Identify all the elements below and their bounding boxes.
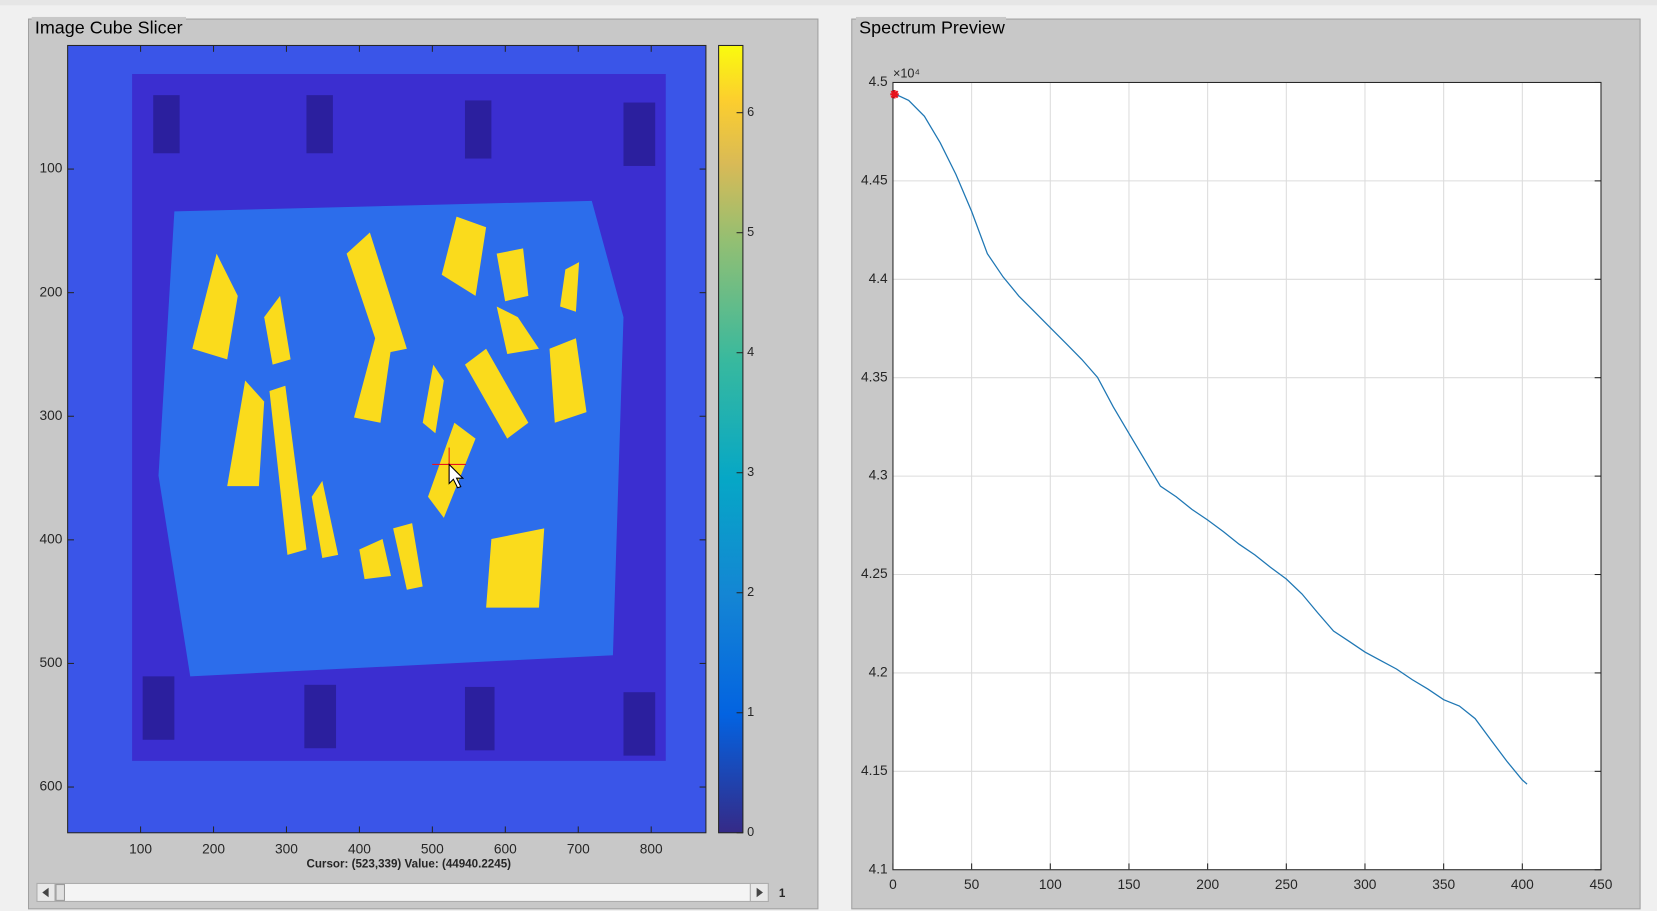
arrow-icon	[42, 887, 49, 898]
x-tick-label: 200	[202, 841, 225, 856]
colorbar-tick-label: 2	[747, 585, 754, 599]
x-tick-label: 100	[129, 841, 152, 856]
y-tick-label: 4.2	[869, 665, 888, 680]
mouse-pointer	[448, 463, 465, 489]
slider-track[interactable]	[36, 882, 769, 902]
x-tick-label: 400	[1511, 877, 1534, 892]
x-tick-label: 450	[1590, 877, 1613, 892]
x-tick-label: 50	[964, 877, 980, 892]
x-tick-label: 0	[889, 877, 897, 892]
axes-box	[67, 44, 707, 834]
x-tick-label: 300	[1354, 877, 1377, 892]
colorbar-tick-label: 6	[747, 105, 754, 119]
x-tick-label: 150	[1118, 877, 1141, 892]
x-tick-label: 250	[1275, 877, 1298, 892]
y-tick-label: 4.15	[861, 763, 888, 778]
panel-title: Spectrum Preview	[859, 17, 1006, 37]
y-tick-label: 4.25	[861, 566, 888, 581]
colorbar-tick-label: 1	[747, 705, 754, 719]
selected-point	[890, 90, 899, 99]
arrow-icon	[756, 887, 763, 898]
colorbar-tick-label: 5	[747, 225, 754, 239]
y-tick-label: 300	[39, 408, 62, 423]
y-tick-label: 100	[39, 161, 62, 176]
spectrum-line	[892, 92, 1528, 785]
y-tick-label: 4.45	[861, 172, 888, 187]
x-tick-label: 200	[1196, 877, 1219, 892]
y-tick-label: 4.35	[861, 369, 888, 384]
y-tick-label: 4.4	[869, 271, 888, 286]
y-tick-label: 500	[39, 655, 62, 670]
slider[interactable]	[36, 882, 769, 902]
y-tick-label: 200	[39, 284, 62, 299]
colorbar-tick-label: 3	[747, 465, 754, 479]
colorbar-tick-label: 4	[747, 345, 754, 359]
x-tick-label: 100	[1039, 877, 1062, 892]
slider-value: 1	[779, 887, 786, 900]
image-axes	[67, 44, 707, 834]
hyperspectral-image	[67, 45, 706, 833]
y-tick-label: 400	[39, 531, 62, 546]
y-tick-label: 4.1	[869, 861, 888, 876]
y-tick-label: 4.3	[869, 468, 888, 483]
status-text: Cursor: (523,339) Value: (44940.2245)	[306, 858, 511, 871]
x-tick-label: 600	[494, 841, 517, 856]
top-strip	[0, 0, 1657, 6]
colorbar-tick-label: 0	[747, 825, 754, 839]
panel-title: Image Cube Slicer	[35, 17, 183, 37]
x-tick-label: 400	[348, 841, 371, 856]
y-exponent: ×10⁴	[893, 66, 920, 80]
axes-box	[892, 81, 1602, 871]
slider-thumb[interactable]	[55, 884, 65, 901]
colorbar	[718, 44, 744, 834]
title-bg	[31, 16, 186, 41]
x-tick-label: 500	[421, 841, 444, 856]
title-bg	[855, 16, 1007, 41]
x-tick-label: 350	[1432, 877, 1455, 892]
x-tick-label: 700	[567, 841, 590, 856]
x-tick-label: 300	[275, 841, 298, 856]
x-tick-label: 800	[640, 841, 663, 856]
y-tick-label: 600	[39, 779, 62, 794]
y-tick-label: 4.5	[869, 74, 888, 89]
